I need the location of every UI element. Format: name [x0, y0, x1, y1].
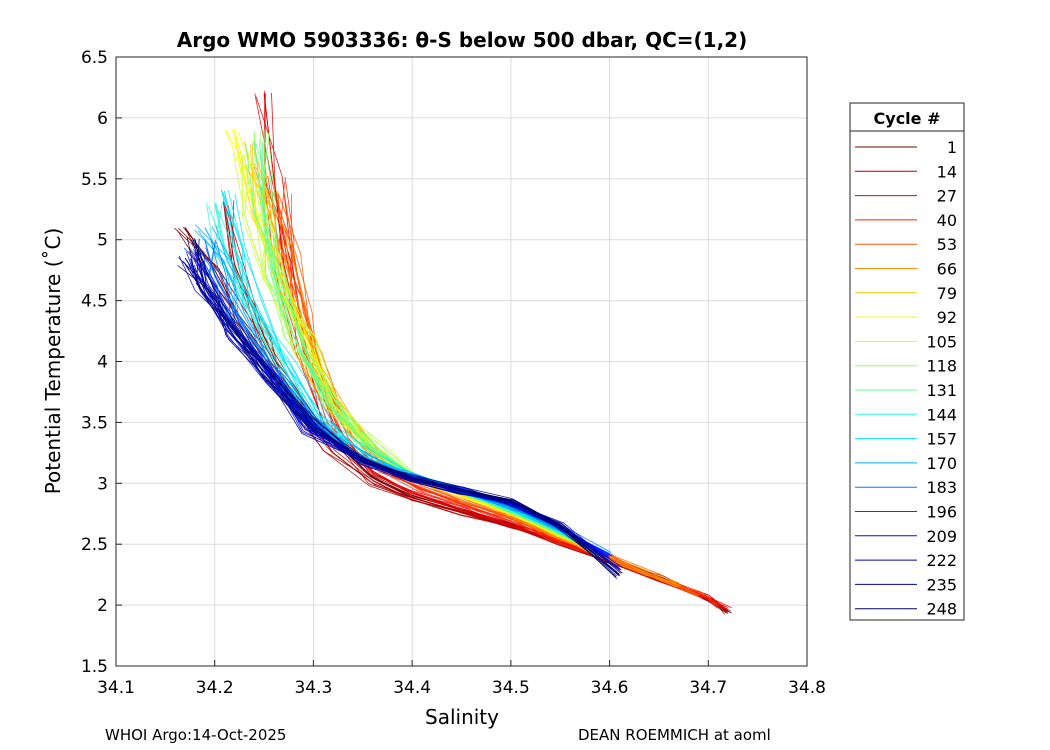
legend-label: 209	[926, 527, 957, 546]
x-axis-ticks: 34.1 34.2 34.3 34.4 34.5 34.6 34.7 34.8	[97, 660, 826, 698]
x-tick-label: 34.2	[196, 678, 234, 698]
series-cycle-248	[186, 237, 622, 579]
legend-box	[849, 102, 965, 621]
profile-line	[195, 224, 598, 552]
legend: Cycle # 1 14 27 40 53 66 79 92 105 118 131 144 157 17…	[849, 102, 965, 621]
y-tick-label: 5	[97, 231, 108, 251]
y-tick-label: 1.5	[81, 657, 108, 677]
x-axis-label: Salinity	[425, 705, 499, 729]
profile-line	[191, 239, 618, 574]
legend-label: 79	[937, 284, 957, 303]
profile-line	[194, 239, 620, 577]
footer-source: WHOI Argo:14-Oct-2025	[105, 726, 287, 744]
y-tick-label: 6	[97, 109, 108, 129]
chart-title: Argo WMO 5903336: θ-S below 500 dbar, QC…	[177, 28, 747, 52]
legend-label: 144	[926, 405, 957, 424]
legend-label: 235	[926, 575, 957, 594]
legend-label: 1	[947, 138, 957, 157]
legend-label: 105	[926, 332, 957, 351]
y-tick-label: 4	[97, 353, 108, 373]
profile-line	[186, 237, 618, 579]
y-tick-label: 2.5	[81, 535, 108, 555]
y-tick-label: 6.5	[81, 48, 108, 68]
y-axis-ticks: 1.5 2 2.5 3 3.5 4 4.5 5 5.5 6 6.5	[81, 48, 122, 677]
legend-label: 131	[926, 381, 957, 400]
legend-label: 248	[926, 600, 957, 619]
legend-title: Cycle #	[874, 109, 941, 128]
legend-label: 66	[937, 260, 957, 279]
x-tick-label: 34.5	[492, 678, 530, 698]
profile-line	[264, 142, 597, 551]
legend-label: 222	[926, 551, 957, 570]
legend-label: 92	[937, 308, 957, 327]
legend-label: 157	[926, 430, 957, 449]
x-tick-label: 34.3	[294, 678, 332, 698]
legend-label: 53	[937, 235, 957, 254]
profile-line	[194, 237, 617, 578]
x-tick-label: 34.7	[689, 678, 727, 698]
profile-line	[255, 156, 597, 552]
y-tick-label: 5.5	[81, 170, 108, 190]
y-tick-label: 2	[97, 596, 108, 616]
x-tick-label: 34.8	[788, 678, 826, 698]
y-tick-label: 3.5	[81, 413, 108, 433]
legend-label: 118	[926, 357, 957, 376]
legend-label: 170	[926, 454, 957, 473]
legend-label: 183	[926, 478, 957, 497]
legend-label: 14	[937, 162, 957, 181]
x-tick-label: 34.1	[97, 678, 135, 698]
y-tick-label: 3	[97, 474, 108, 494]
x-tick-label: 34.6	[591, 678, 629, 698]
footer-operator: DEAN ROEMMICH at aoml	[578, 726, 771, 744]
legend-label: 40	[937, 211, 957, 230]
legend-label: 196	[926, 503, 957, 522]
plot-area	[174, 90, 732, 615]
legend-label: 27	[937, 187, 957, 206]
y-tick-label: 4.5	[81, 292, 108, 312]
y-axis-label: Potential Temperature (˚C)	[41, 228, 65, 495]
x-tick-label: 34.4	[393, 678, 431, 698]
